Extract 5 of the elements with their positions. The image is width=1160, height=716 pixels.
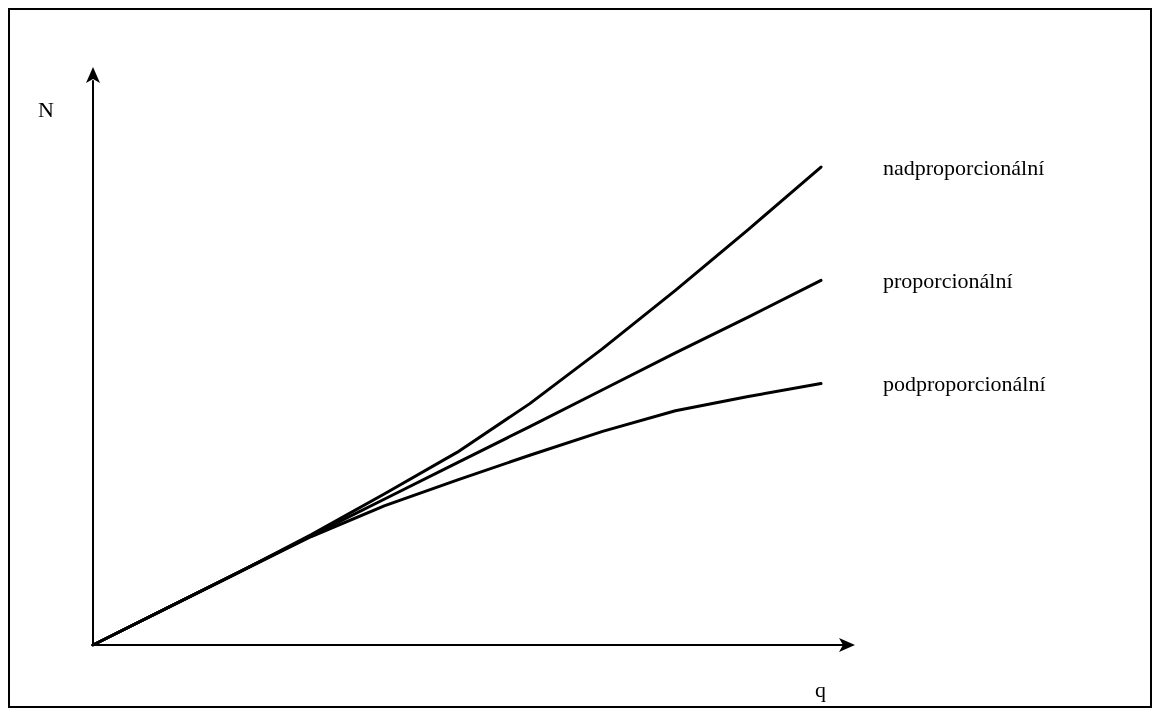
y-axis-title: N [38, 96, 54, 122]
text: nadproporcionální [883, 154, 1045, 180]
text: proporcionální [883, 267, 1013, 293]
x-axis-title: q [815, 676, 826, 702]
text: podproporcionální [883, 371, 1046, 397]
